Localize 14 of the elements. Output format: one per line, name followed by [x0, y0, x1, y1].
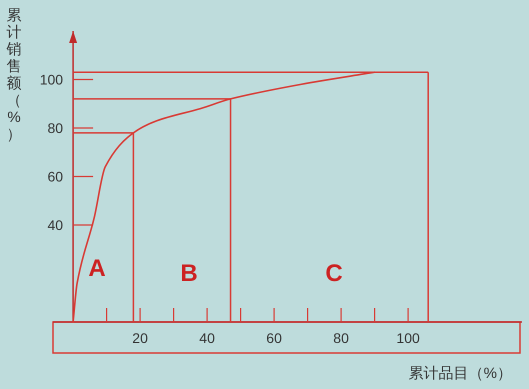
x-tick-label: 60: [266, 330, 282, 346]
x-tick-label: 20: [132, 330, 148, 346]
x-tick-label: 40: [199, 330, 216, 346]
y-tick-label: 40: [48, 217, 64, 233]
annotation: B: [180, 260, 198, 287]
y-axis-title: 累计销售额（%）: [6, 7, 22, 143]
annotation: C: [325, 260, 343, 287]
annotation: A: [88, 255, 106, 282]
x-axis-title: 累计品目（%）: [408, 365, 512, 382]
x-tick-label: 80: [333, 330, 350, 346]
y-tick-label: 100: [40, 72, 64, 88]
y-tick-label: 60: [48, 168, 64, 184]
x-tick-label: 100: [396, 330, 420, 346]
y-tick-label: 80: [48, 120, 64, 136]
